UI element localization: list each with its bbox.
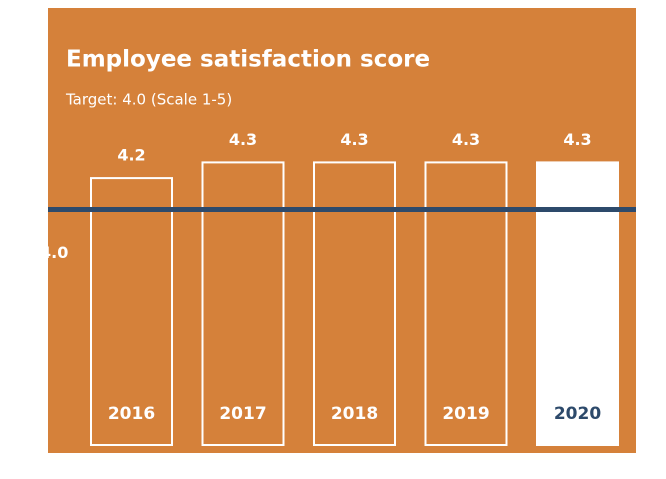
chart-title: Employee satisfaction score (66, 47, 430, 73)
value-label: 4.3 (340, 130, 368, 149)
bar (536, 161, 619, 446)
value-label: 4.3 (452, 130, 480, 149)
x-tick-label: 2018 (331, 404, 378, 424)
x-tick-label: 2017 (219, 404, 266, 424)
bar (201, 161, 285, 446)
x-tick-label: 2019 (442, 404, 489, 424)
value-label: 4.3 (563, 130, 591, 149)
bar (90, 177, 173, 446)
chart-subtitle: Target: 4.0 (Scale 1-5) (65, 91, 232, 109)
bar (424, 161, 508, 446)
bar (313, 161, 396, 446)
x-tick-label: 2016 (108, 404, 155, 424)
x-tick-label: 2020 (554, 404, 601, 424)
value-label: 4.3 (229, 130, 257, 149)
target-label: 4.0 (40, 243, 68, 262)
value-label: 4.2 (117, 146, 145, 165)
